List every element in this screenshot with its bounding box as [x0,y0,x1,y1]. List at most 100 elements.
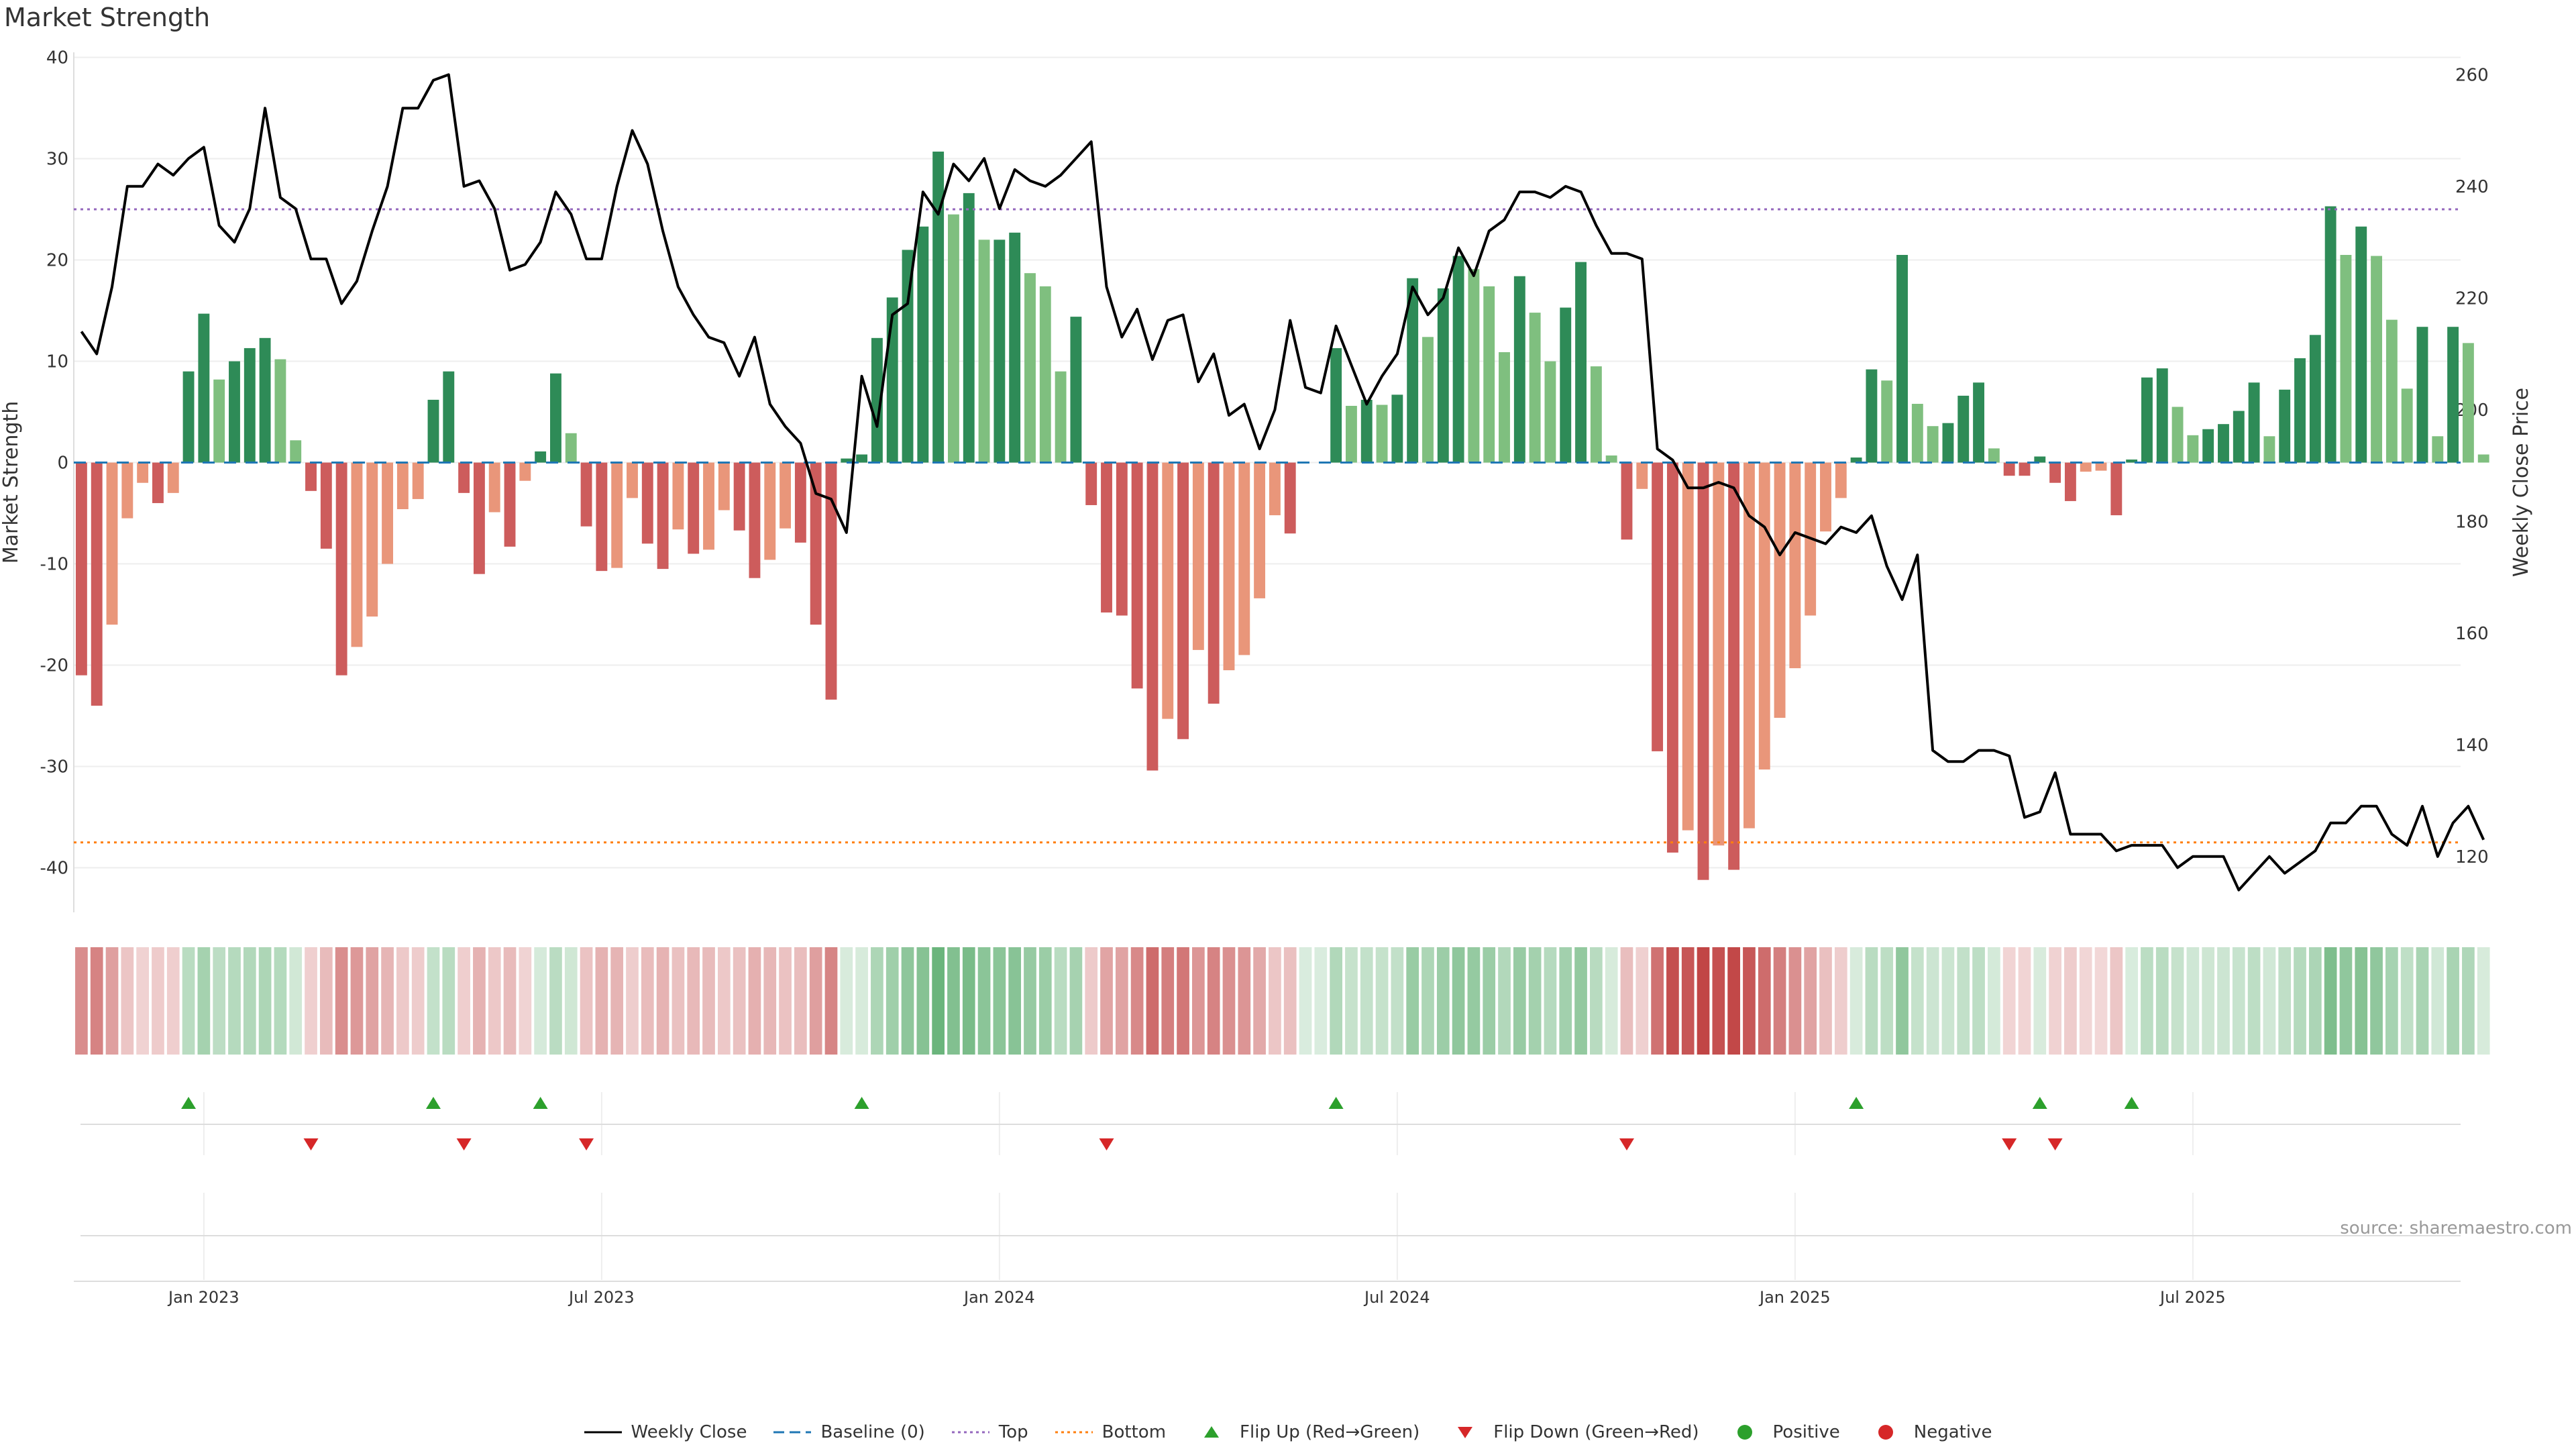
heatmap-cell [2370,947,2383,1055]
strength-bar [1743,462,1755,828]
heatmap-cell [1177,947,1189,1055]
strength-bar [535,451,547,463]
strength-bar [1101,462,1112,613]
heatmap-cell [2416,947,2429,1055]
heatmap-cell [1773,947,1786,1055]
heatmap-cell [258,947,272,1055]
strength-bar [1269,462,1281,516]
heatmap-cell [1192,947,1205,1055]
legend-item: Positive [1726,1422,1840,1442]
strength-bar [2126,460,2138,463]
flip-down-marker [456,1138,472,1150]
heatmap-cell [549,947,562,1055]
strength-bar [75,462,87,676]
heatmap-cell [488,947,501,1055]
heatmap-cell [2385,947,2398,1055]
strength-bar [290,440,302,463]
strength-bar [396,462,409,510]
strength-bar [1881,380,1893,463]
y-tick-label-left: 0 [57,453,68,474]
flip-up-marker [425,1097,441,1109]
strength-bar [351,462,363,647]
heatmap-cell [1758,947,1771,1055]
strength-bar [2218,424,2229,463]
strength-bar [1774,462,1786,718]
heatmap-cell [626,947,639,1055]
strength-bar [2156,368,2168,463]
heatmap-cell [641,947,654,1055]
strength-bar [1468,269,1480,463]
heatmap-cell [2232,947,2245,1055]
heatmap-cell [1544,947,1557,1055]
strength-bar [2064,462,2076,501]
strength-bar [2385,319,2398,463]
strength-bar [121,462,133,519]
strength-bar [366,462,378,617]
strength-bar [1238,462,1250,655]
strength-bar [1346,405,1357,463]
y-tick-label-left: -30 [40,757,68,777]
heatmap-cell [1054,947,1067,1055]
heatmap-cell [1957,947,1970,1055]
heatmap-cell [840,947,853,1055]
heatmap-cell [1559,947,1572,1055]
strength-bar [764,462,776,560]
heatmap-cell [2186,947,2200,1055]
heatmap-cell [1345,947,1358,1055]
heatmap-cell [2002,947,2016,1055]
heatmap-cell [1100,947,1113,1055]
chart-title: Market Strength [4,3,211,32]
heatmap-cell [228,947,241,1055]
strength-bar [672,462,684,530]
heatmap-cell [182,947,195,1055]
x-tick-label: Jul 2025 [2159,1288,2226,1307]
strength-bar [1835,462,1847,498]
strength-bar [825,462,837,700]
heatmap-cell [656,947,669,1055]
heatmap-cell [855,947,868,1055]
y-tick-label-right: 180 [2455,512,2489,532]
heatmap-cell [1804,947,1817,1055]
strength-bar [137,462,149,483]
strength-bar [856,454,868,463]
y-tick-label-right: 240 [2455,177,2489,197]
strength-bar [1575,262,1587,463]
x-tick-label: Jul 2023 [568,1288,635,1307]
heatmap-cell [319,947,333,1055]
strength-bar [229,361,240,463]
strength-bar [1131,462,1143,689]
heatmap-cell [1498,947,1511,1055]
strength-bar [259,337,271,463]
strength-bar [152,462,164,503]
y-tick-label-right: 220 [2455,288,2489,309]
dotted-line-icon [1055,1431,1093,1434]
heatmap-cell [595,947,608,1055]
heatmap-cell [779,947,792,1055]
heatmap-cell [871,947,883,1055]
flip-down-marker [579,1138,594,1150]
flip-up-marker [181,1097,197,1109]
y-axis-label-left: Market Strength [0,401,23,564]
legend-item: Negative [1867,1422,1992,1442]
heatmap-cell [197,947,211,1055]
strength-bar [963,193,975,463]
heatmap-cell [1483,947,1496,1055]
heatmap-cell [2294,947,2306,1055]
strength-bar [902,250,914,463]
heatmap-cell [243,947,256,1055]
strength-bar [1988,448,2000,463]
strength-bar [1636,462,1648,489]
heatmap-cell [687,947,700,1055]
strength-bar [1360,399,1373,463]
heatmap-cell [1941,947,1955,1055]
flip-up-marker [1328,1097,1344,1109]
heatmap-cell [366,947,379,1055]
flip-down-marker [1619,1138,1634,1150]
heatmap-cell [1590,947,1603,1055]
heatmap-cell [672,947,685,1055]
strength-bar [1621,462,1633,540]
heatmap-cell [105,947,119,1055]
heatmap-cell [166,947,180,1055]
circle-icon [1737,1425,1752,1440]
heatmap-cell [1452,947,1465,1055]
